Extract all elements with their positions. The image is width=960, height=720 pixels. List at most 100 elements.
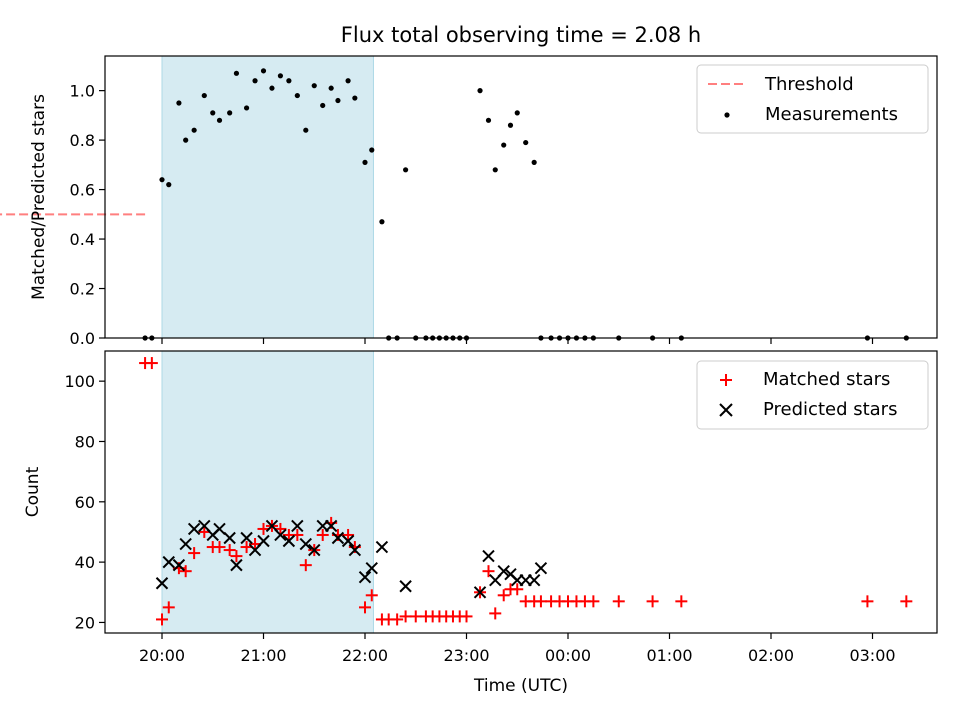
predicted-star-point	[331, 531, 345, 545]
matched-star-point	[587, 595, 600, 608]
y-tick-label: 20	[75, 613, 95, 632]
matched-star-point	[257, 522, 270, 535]
measurement-point	[303, 127, 309, 133]
x-tick-label: 21:00	[240, 646, 286, 665]
predicted-star-point	[179, 537, 192, 551]
predicted-star-point	[497, 564, 510, 578]
measurement-point	[227, 110, 233, 116]
matched-stars-points	[139, 357, 913, 626]
matched-star-point	[900, 595, 913, 608]
measurement-point	[485, 117, 492, 123]
measurement-point	[311, 83, 317, 89]
matched-star-point	[249, 538, 262, 551]
measurement-point	[233, 70, 240, 76]
predicted-star-point	[399, 580, 412, 593]
legend-matched-swatch	[720, 374, 732, 386]
x-tick-label: 03:00	[849, 646, 895, 665]
ratio-panel-frame	[104, 55, 938, 339]
ratio-panel: 0.0 0.2 0.4 0.6 0.8 1.0 Matched/Predicted sta…	[0, 55, 938, 348]
matched-star-point	[497, 589, 510, 602]
matched-star-point	[274, 522, 287, 535]
measurement-point	[183, 137, 189, 143]
matched-star-point	[365, 589, 378, 602]
y-tick-label: 0.4	[70, 230, 95, 249]
matched-star-point	[460, 610, 473, 623]
measurement-point	[294, 92, 300, 99]
predicted-star-point	[172, 558, 186, 572]
ratio-y-axis-label: Matched/Predicted stars	[29, 94, 49, 300]
predicted-star-point	[291, 519, 304, 533]
matched-star-point	[240, 541, 253, 554]
count-panel: 20 40 60 80 100 20:00 21:00 22:00 23:00 00:00 01:…	[23, 350, 938, 696]
observing-window-shade	[161, 55, 374, 339]
measurement-point	[166, 182, 172, 188]
matched-star-point	[213, 541, 226, 554]
measurement-point	[531, 159, 537, 165]
matched-star-point	[409, 610, 422, 623]
predicted-star-point	[187, 522, 201, 536]
matched-star-point	[179, 565, 192, 578]
count-x-axis: 20:00 21:00 22:00 23:00 00:00 01:00 02:00 03:00	[139, 633, 896, 665]
measurement-point	[210, 110, 216, 116]
ratio-legend: Threshold Measurements	[696, 64, 929, 134]
legend-measurement-label: Measurements	[765, 104, 898, 125]
predicted-star-point	[348, 543, 362, 557]
measurement-point	[176, 100, 182, 106]
legend-predicted-swatch	[719, 403, 733, 417]
measurement-point	[260, 68, 267, 74]
ratio-legend-box	[696, 64, 929, 134]
y-tick-label: 0.6	[70, 181, 95, 200]
predicted-star-point	[341, 534, 355, 548]
x-tick-label: 23:00	[443, 646, 489, 665]
measurement-point	[477, 88, 483, 94]
predicted-star-point	[308, 543, 321, 557]
matched-star-point	[482, 565, 495, 578]
matched-star-point	[861, 595, 874, 608]
predicted-star-point	[527, 574, 541, 587]
predicted-stars-points	[155, 519, 548, 599]
predicted-star-point	[213, 522, 226, 536]
legend-measurement-swatch	[724, 112, 730, 118]
x-tick-label: 01:00	[646, 646, 692, 665]
matched-star-point	[299, 559, 312, 572]
measurement-point	[492, 167, 498, 173]
count-panel-frame	[104, 350, 938, 634]
x-tick-label: 02:00	[748, 646, 794, 665]
matched-star-point	[489, 607, 502, 620]
measurement-point	[345, 78, 351, 84]
count-y-axis-label: Count	[23, 466, 43, 517]
measurement-point	[216, 117, 223, 123]
matched-star-point	[359, 601, 371, 614]
predicted-star-point	[257, 534, 270, 548]
measurement-point	[403, 167, 409, 173]
matched-star-point	[156, 613, 168, 626]
predicted-star-point	[482, 549, 495, 563]
measurement-point	[252, 78, 258, 84]
predicted-star-point	[155, 577, 169, 590]
chart-title: Flux total observing time = 2.08 h	[341, 23, 701, 47]
count-legend-box	[696, 360, 929, 430]
measurement-point	[328, 85, 334, 91]
x-tick-label: 20:00	[139, 646, 185, 665]
matched-star-point	[391, 613, 404, 626]
legend-matched-label: Matched stars	[763, 369, 890, 390]
predicted-star-point	[473, 586, 487, 599]
matched-star-point	[162, 601, 175, 614]
measurement-point	[286, 78, 292, 84]
y-tick-label: 40	[75, 553, 95, 572]
count-y-axis: 20 40 60 80 100	[64, 372, 105, 632]
predicted-star-point	[274, 528, 287, 542]
measurement-points	[142, 68, 909, 341]
predicted-star-point	[358, 570, 372, 584]
matched-star-point	[316, 528, 329, 541]
matched-star-point	[612, 595, 625, 608]
predicted-star-point	[230, 558, 243, 572]
predicted-star-point	[240, 531, 253, 545]
predicted-star-point	[223, 531, 236, 545]
measurement-point	[501, 142, 507, 148]
count-x-axis-label: Time (UTC)	[473, 676, 568, 696]
matched-star-point	[342, 528, 355, 541]
measurement-point	[507, 122, 514, 128]
matched-star-point	[534, 595, 547, 608]
measurement-point	[320, 102, 326, 109]
